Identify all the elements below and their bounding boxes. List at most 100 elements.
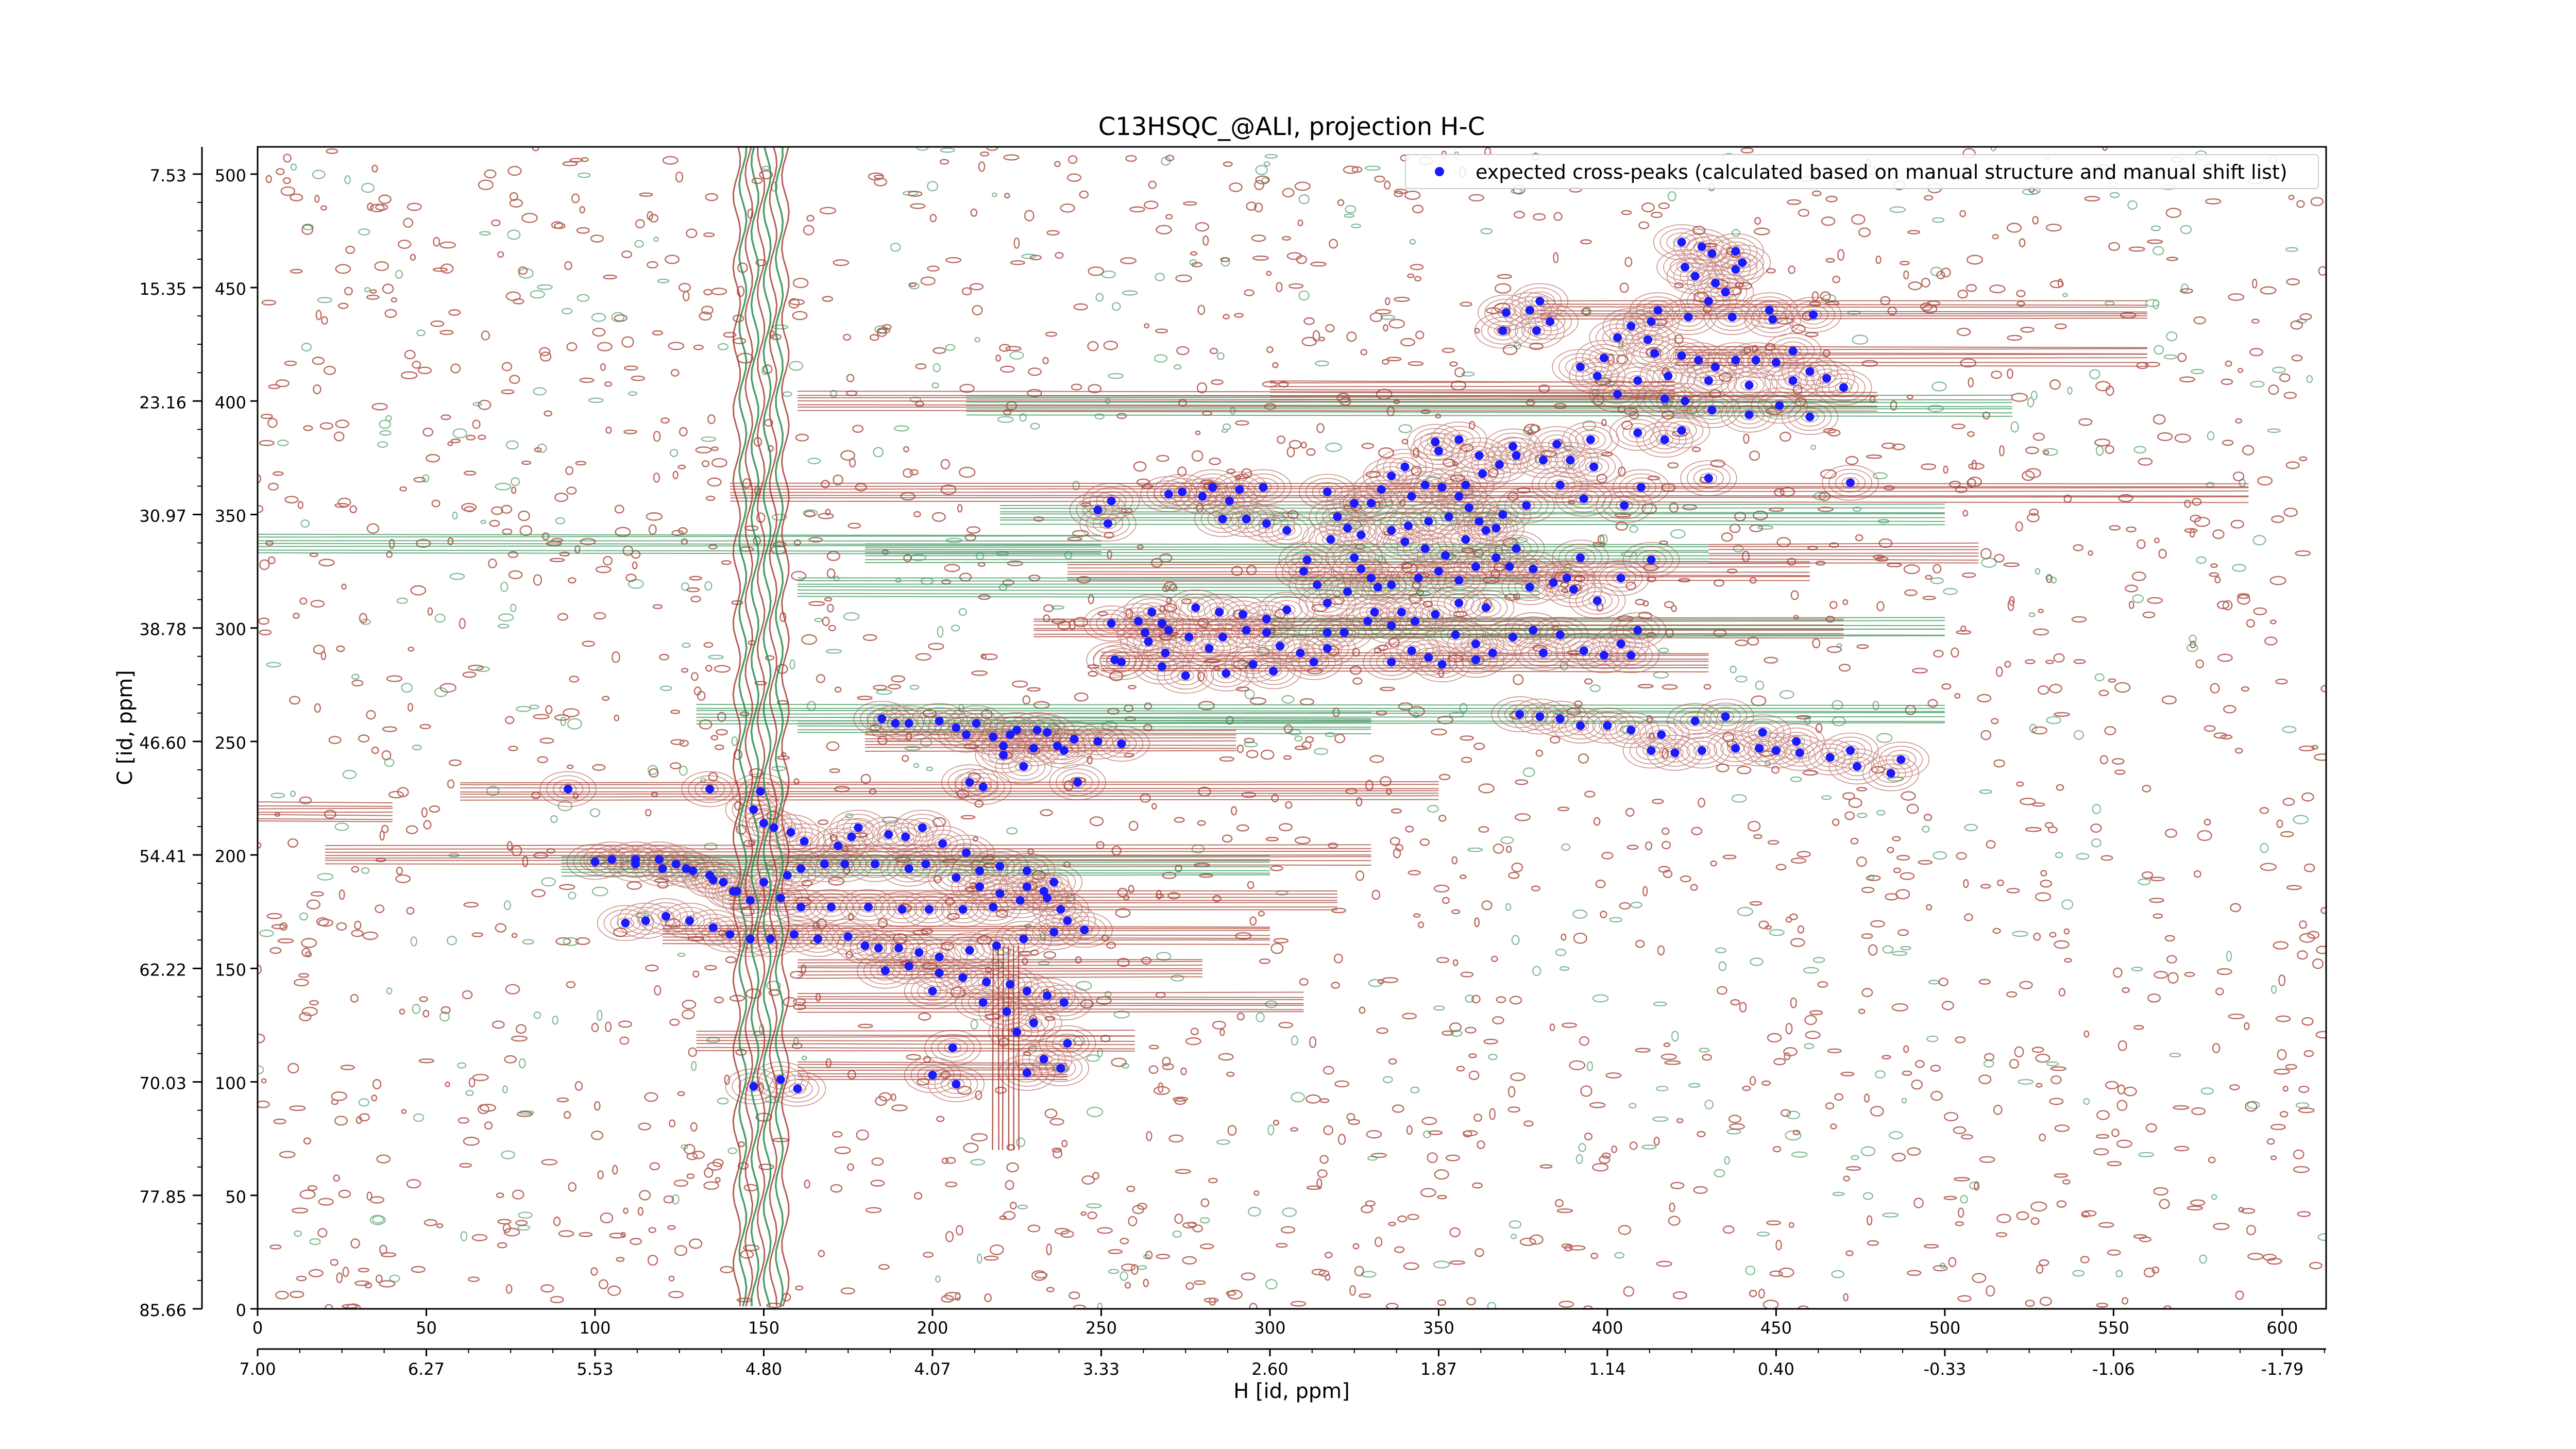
expected-peak-point <box>1441 551 1450 560</box>
expected-peak-point <box>1731 744 1740 753</box>
expected-peak-point <box>654 855 664 864</box>
x-tick-label: 200 <box>917 1318 948 1338</box>
expected-peak-point <box>894 943 903 953</box>
expected-peak-point <box>1431 610 1440 619</box>
expected-peak-point <box>1525 582 1534 592</box>
expected-peak-point <box>1576 721 1585 730</box>
expected-peak-point <box>1694 356 1703 365</box>
y-axis: 5007.5345015.3540023.1635030.9730038.782… <box>139 147 258 1320</box>
x-axis-label: H [id, ppm] <box>1233 1379 1350 1403</box>
expected-peak-point <box>1599 651 1608 660</box>
expected-peak-point <box>1681 262 1689 272</box>
expected-peak-point <box>1431 437 1440 447</box>
expected-peak-point <box>1481 526 1490 535</box>
expected-peak-point <box>1387 621 1396 630</box>
expected-peak-point <box>756 787 765 796</box>
expected-peak-point <box>1738 258 1747 267</box>
expected-peak-point <box>1164 490 1173 499</box>
expected-peak-point <box>874 943 883 953</box>
expected-peak-point <box>989 732 998 742</box>
expected-peak-point <box>1147 608 1157 617</box>
expected-peak-point <box>935 968 944 978</box>
legend-box <box>1405 154 2319 189</box>
expected-peak-point <box>1690 716 1700 726</box>
x-ppm-tick-label: 4.07 <box>914 1359 951 1379</box>
expected-peak-point <box>1208 483 1217 492</box>
expected-peak-point <box>1015 896 1025 905</box>
x-ppm-tick-label: -0.33 <box>1923 1359 1966 1379</box>
expected-peak-point <box>759 878 768 887</box>
y-ppm-tick-label: 46.60 <box>139 733 187 753</box>
expected-peak-point <box>904 719 913 728</box>
expected-peak-point <box>1633 626 1642 635</box>
expected-peak-point <box>1650 349 1659 358</box>
expected-peak-point <box>1239 610 1247 619</box>
expected-peak-point <box>1616 574 1625 583</box>
expected-peak-point <box>1420 544 1430 553</box>
expected-peak-point <box>1029 1018 1038 1027</box>
expected-peak-point <box>1721 712 1730 721</box>
x-ppm-tick-label: 5.53 <box>577 1359 613 1379</box>
expected-peak-point <box>1157 662 1166 671</box>
expected-peak-point <box>1839 383 1848 392</box>
expected-peak-point <box>708 923 718 932</box>
x-ppm-tick-label: 3.33 <box>1083 1359 1120 1379</box>
expected-peak-point <box>1576 362 1585 372</box>
expected-peak-point <box>1043 894 1052 903</box>
expected-peak-point <box>1059 746 1069 755</box>
expected-peak-point <box>1562 574 1571 583</box>
expected-peak-point <box>793 1084 802 1093</box>
contour-layer <box>258 147 2326 1309</box>
expected-peak-point <box>1323 487 1332 496</box>
expected-peak-point <box>1340 628 1349 637</box>
chart-title: C13HSQC_@ALI, projection H-C <box>1098 112 1485 141</box>
expected-peak-point <box>1697 242 1706 251</box>
expected-peak-point <box>1144 637 1153 646</box>
expected-peak-point <box>1626 651 1636 660</box>
expected-peak-point <box>1262 614 1271 624</box>
expected-peak-point <box>1599 353 1608 363</box>
expected-peak-point <box>1846 746 1855 755</box>
expected-peak-point <box>958 905 968 914</box>
expected-peak-point <box>1478 469 1487 478</box>
expected-peak-point <box>1822 374 1832 383</box>
expected-peak-point <box>1529 564 1538 574</box>
expected-peak-point <box>877 714 887 723</box>
expected-peak-point <box>1063 1039 1072 1048</box>
expected-peak-point <box>843 932 853 941</box>
expected-peak-point <box>1269 666 1278 676</box>
expected-peak-point <box>1626 726 1636 735</box>
x-axis-ppm: 7.00 6.27 5.53 4.80 4.07 3.33 2.60 1.87 1.14 0.40… <box>239 1348 2326 1379</box>
expected-peak-point <box>1707 406 1717 415</box>
expected-peak-point <box>1181 671 1190 680</box>
expected-peak-point <box>1387 471 1396 481</box>
expected-peak-point <box>1157 619 1166 628</box>
expected-peak-point <box>1184 632 1194 642</box>
y-tick-label: 200 <box>215 847 246 866</box>
expected-peak-point <box>1043 991 1052 1000</box>
expected-peak-point <box>935 952 944 962</box>
expected-peak-point <box>952 723 961 732</box>
expected-peak-point <box>1471 562 1480 571</box>
expected-peak-point <box>1056 905 1065 914</box>
expected-peak-point <box>705 784 715 794</box>
expected-peak-point <box>1070 735 1079 744</box>
expected-peak-point <box>1366 499 1376 508</box>
expected-peak-point <box>1110 655 1120 664</box>
expected-peak-point <box>1522 501 1531 510</box>
expected-peak-point <box>1546 317 1555 326</box>
expected-peak-point <box>1626 322 1636 331</box>
expected-peak-point <box>834 841 843 850</box>
expected-peak-point <box>1697 746 1706 755</box>
expected-peak-point <box>1107 496 1116 506</box>
expected-peak-point <box>641 916 650 925</box>
legend-marker <box>1435 167 1444 176</box>
expected-peak-point <box>1711 278 1720 288</box>
expected-peak-point <box>1434 446 1443 456</box>
expected-peak-point <box>1296 648 1305 658</box>
expected-peak-point <box>1498 326 1507 335</box>
expected-peak-point <box>914 948 924 957</box>
expected-peak-point <box>1569 585 1578 594</box>
x-ppm-tick-label: 6.27 <box>408 1359 445 1379</box>
